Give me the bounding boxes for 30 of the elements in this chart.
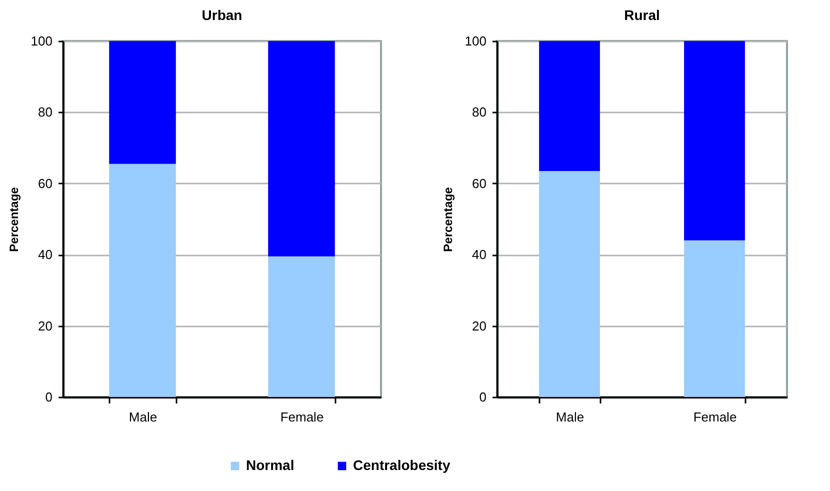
y-axis-title: Percentage [440,186,455,252]
bar [109,164,176,397]
bar [684,41,745,240]
x-tick-label: Female [280,410,324,424]
y-axis-title: Percentage [6,186,21,252]
y-tick-label: 60 [472,176,486,191]
bar [539,170,600,397]
y-tick-label: 100 [464,34,486,48]
x-tick-label: Male [128,410,158,424]
legend-label: Normal [246,457,294,473]
legend-label: Centralobesity [353,457,450,473]
y-tick-label: 100 [30,34,52,48]
bar [539,41,600,171]
x-tick-label: Female [693,410,737,424]
y-tick-label: 0 [479,390,486,404]
y-tick-label: 20 [38,318,52,334]
y-tick-label: 40 [38,247,52,262]
y-tick-label: 80 [38,104,52,120]
bar [684,240,745,397]
bar [109,41,176,164]
chart-title: Urban [202,7,242,23]
x-tick-label: Male [556,410,584,424]
chart-title: Rural [624,7,660,23]
y-tick-label: 20 [472,318,486,334]
y-tick-label: 0 [45,390,52,404]
y-tick-label: 60 [38,176,52,191]
bar [268,41,335,256]
y-tick-label: 40 [472,247,486,262]
bar [268,256,335,397]
y-tick-label: 80 [472,104,486,120]
